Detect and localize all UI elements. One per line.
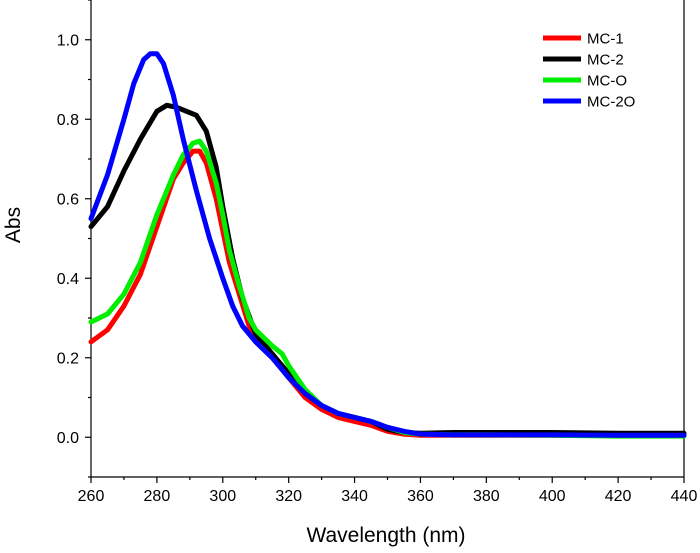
x-tick-label: 420 [605, 488, 632, 505]
x-tick-label: 340 [341, 488, 368, 505]
legend-label: MC-2 [587, 52, 624, 69]
x-tick-label: 280 [144, 488, 171, 505]
x-axis-ticks: 260 280 300 320 340 360 380 400 420 440 [78, 477, 698, 505]
y-tick-label: 0.6 [57, 191, 79, 208]
legend-label: MC-O [587, 73, 627, 90]
series-line-mc-2 [88, 102, 687, 436]
legend-label: MC-1 [587, 31, 624, 48]
legend-label: MC-2O [587, 94, 635, 111]
y-tick-label: 0.0 [57, 430, 79, 447]
y-axis-title: Abs [2, 207, 25, 243]
x-tick-label: 360 [407, 488, 434, 505]
x-tick-label: 320 [275, 488, 302, 505]
x-tick-label: 300 [209, 488, 236, 505]
series-line-mc-1 [88, 148, 687, 438]
y-tick-label: 0.4 [57, 271, 79, 288]
y-tick-label: 0.2 [57, 350, 79, 367]
x-tick-label: 400 [539, 488, 566, 505]
series-lines [88, 51, 687, 439]
series-line-mc-o [88, 138, 687, 439]
series-line-mc-2o [88, 51, 687, 438]
y-axis-ticks: 0.0 0.2 0.4 0.6 0.8 1.0 [57, 0, 91, 478]
y-tick-label: 1.0 [57, 32, 79, 49]
x-tick-label: 380 [473, 488, 500, 505]
x-tick-label: 260 [78, 488, 105, 505]
y-tick-label: 0.8 [57, 112, 79, 129]
x-axis-title: Wavelength (nm) [306, 524, 465, 547]
legend: MC-1 MC-2 MC-O MC-2O [543, 31, 635, 111]
x-tick-label: 440 [671, 488, 698, 505]
